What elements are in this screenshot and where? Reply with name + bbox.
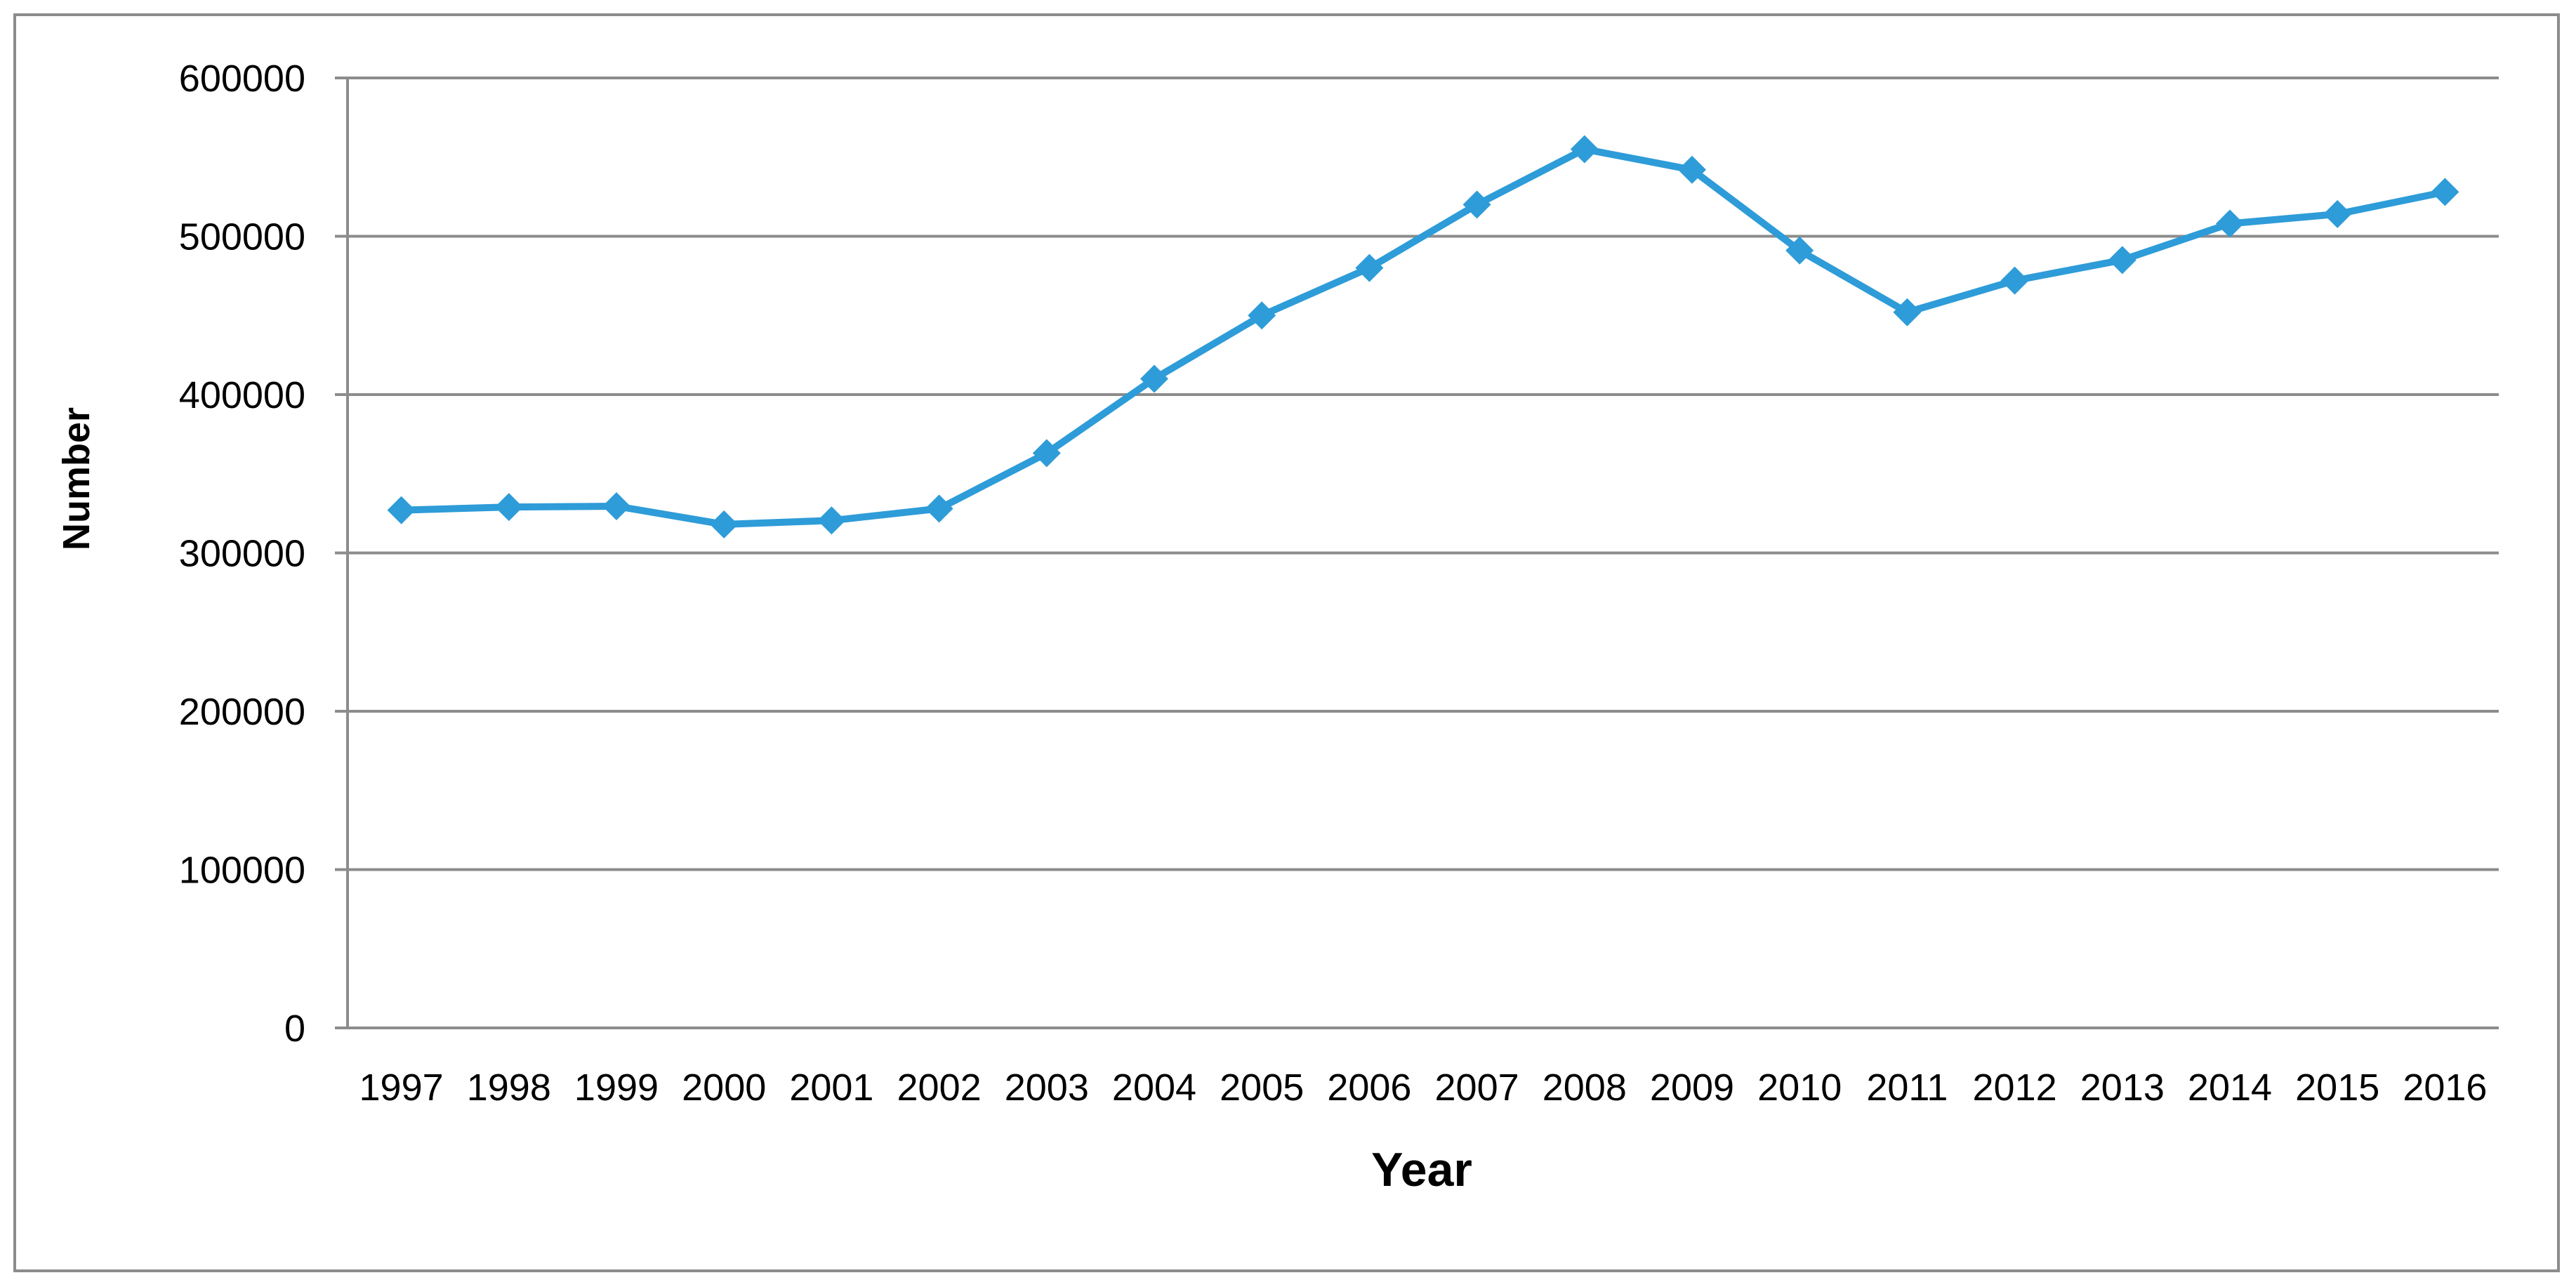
data-point-marker [2108, 246, 2136, 275]
x-tick-label: 2000 [682, 1067, 766, 1109]
data-point-marker [1462, 190, 1491, 219]
data-point-marker [1355, 253, 1384, 282]
x-tick-label: 2006 [1327, 1067, 1411, 1109]
data-point-marker [602, 491, 630, 520]
y-tick-label: 500000 [179, 216, 305, 258]
data-point-marker [2323, 199, 2352, 228]
x-tick-label: 2014 [2188, 1067, 2272, 1109]
series-markers [387, 135, 2459, 539]
x-tick-label: 2001 [789, 1067, 873, 1109]
y-tick-label: 600000 [179, 58, 305, 100]
series-line-path [401, 145, 2446, 528]
x-tick-label: 2011 [1866, 1067, 1948, 1109]
gridlines [335, 77, 2499, 871]
data-point-marker [1893, 298, 1922, 326]
x-tick-label: 2016 [2403, 1067, 2487, 1109]
data-point-marker [925, 494, 953, 523]
x-tick-label: 2002 [897, 1067, 982, 1109]
x-tick-label: 2010 [1757, 1067, 1842, 1109]
x-tick-label: 2008 [1543, 1067, 1627, 1109]
x-tick-label: 1999 [574, 1067, 659, 1109]
data-point-marker [2216, 209, 2244, 238]
y-tick-label: 200000 [179, 691, 305, 733]
x-tick-label: 2015 [2295, 1067, 2379, 1109]
series-line [401, 145, 2446, 528]
data-point-marker [2431, 178, 2459, 206]
data-point-marker [387, 496, 416, 524]
y-tick-labels: 0 100000 200000 300000 400000 500000 600000 [179, 58, 305, 1050]
data-point-marker [1248, 301, 1276, 330]
x-tick-label: 2003 [1005, 1067, 1089, 1109]
x-tick-label: 2007 [1435, 1067, 1519, 1109]
x-tick-label: 1997 [359, 1067, 444, 1109]
y-tick-label: 0 [284, 1008, 305, 1050]
data-point-marker [1785, 236, 1814, 265]
data-point-marker [494, 493, 523, 522]
data-point-marker [817, 506, 846, 535]
data-point-marker [710, 510, 739, 539]
axes [335, 78, 2499, 1029]
y-axis-title: Number [55, 407, 98, 550]
x-tick-label: 2013 [2080, 1067, 2165, 1109]
x-tick-labels: 1997 1998 1999 2000 2001 2002 2003 2004 2005 2006… [359, 1067, 2488, 1109]
y-tick-label: 100000 [179, 850, 305, 892]
data-point-marker [1570, 135, 1599, 164]
x-tick-label: 2005 [1220, 1067, 1304, 1109]
x-tick-label: 2012 [1973, 1067, 2057, 1109]
chart-frame [13, 13, 2560, 1272]
y-tick-label: 400000 [179, 374, 305, 416]
y-tick-label: 300000 [179, 533, 305, 575]
data-point-marker [1032, 439, 1061, 468]
data-point-marker [1678, 155, 1706, 184]
data-point-marker [1140, 364, 1168, 393]
x-axis-title: Year [1371, 1143, 1472, 1196]
data-point-marker [2000, 266, 2029, 295]
x-tick-label: 2009 [1650, 1067, 1734, 1109]
x-tick-label: 2004 [1112, 1067, 1196, 1109]
x-tick-label: 1998 [467, 1067, 551, 1109]
